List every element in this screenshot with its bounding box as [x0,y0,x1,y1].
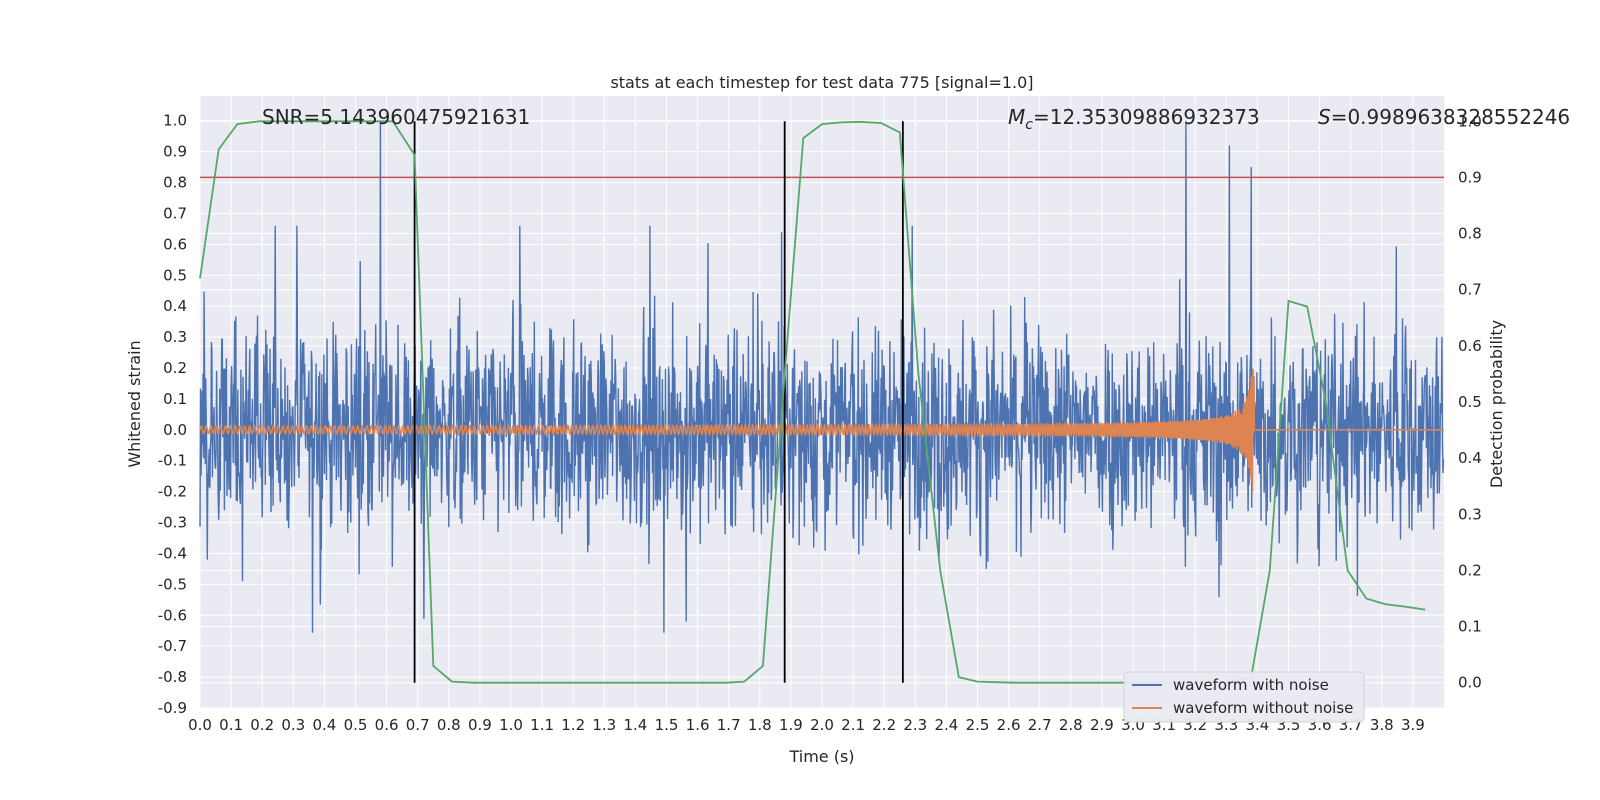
y-tick-label: -0.1 [158,452,187,470]
right-y-tick-label: 0.7 [1458,281,1482,299]
chirp-mass-subscript: c [1025,117,1033,133]
snr-annotation: SNR=5.143960475921631 [262,105,530,129]
vertical-markers [413,121,904,683]
x-tick-label: 3.8 [1370,716,1394,734]
right-y-tick-label: 0.0 [1458,674,1482,692]
x-tick-label: 0.4 [312,716,336,734]
right-y-tick-label: 0.6 [1458,337,1482,355]
x-tick-label: 3.9 [1401,716,1425,734]
legend-label-without-noise: waveform without noise [1173,699,1353,717]
chart-title: stats at each timestep for test data 775… [610,73,1033,92]
y-tick-label: 0.8 [163,174,187,192]
x-tick-label: 2.8 [1059,716,1083,734]
x-tick-label: 2.4 [934,716,958,734]
y-tick-label: 0.4 [163,297,187,315]
y-tick-label: 1.0 [163,112,187,130]
right-y-tick-label: 0.4 [1458,449,1482,467]
y-axis-label: Whitened strain [125,340,144,467]
chirp-mass-symbol: M [1008,105,1025,129]
right-y-tick-label: 0.2 [1458,561,1482,579]
y-tick-label: -0.7 [158,637,187,655]
x-tick-label: 1.8 [748,716,772,734]
right-y-axis-ticks: 0.0 0.1 0.2 0.3 0.4 0.5 0.6 0.7 0.8 0.9 1.0 [1458,112,1482,691]
x-tick-label: 0.2 [250,716,274,734]
right-y-axis-label: Detection probability [1487,320,1506,488]
x-tick-label: 1.4 [623,716,647,734]
y-tick-label: 0.5 [163,266,187,284]
y-tick-label: 0.7 [163,204,187,222]
y-tick-label: 0.9 [163,143,187,161]
right-y-tick-label: 0.9 [1458,168,1482,186]
right-y-tick-label: 0.3 [1458,505,1482,523]
x-tick-label: 0.0 [188,716,212,734]
y-tick-label: 0.3 [163,328,187,346]
x-axis-label: Time (s) [788,747,854,766]
x-tick-label: 0.5 [344,716,368,734]
x-tick-label: 0.9 [468,716,492,734]
x-tick-label: 1.3 [592,716,616,734]
x-tick-label: 1.9 [779,716,803,734]
right-y-tick-label: 0.1 [1458,618,1482,636]
x-tick-label: 1.5 [655,716,679,734]
waveform-without-noise-line [199,368,1444,493]
x-tick-label: 2.1 [841,716,865,734]
x-tick-label: 2.0 [810,716,834,734]
x-tick-label: 0.1 [219,716,243,734]
y-tick-label: -0.6 [158,606,187,624]
x-tick-label: 2.5 [966,716,990,734]
s-value: =0.9989638328552246 [1331,105,1570,129]
y-tick-label: -0.9 [158,699,187,717]
right-y-tick-label: 0.8 [1458,225,1482,243]
y-tick-label: 0.6 [163,235,187,253]
y-tick-label: -0.8 [158,668,187,686]
x-tick-label: 2.3 [903,716,927,734]
y-axis-ticks: -0.9 -0.8 -0.7 -0.6 -0.5 -0.4 -0.3 -0.2 -0.1 0.0 0… [158,112,187,717]
x-tick-label: 0.8 [437,716,461,734]
x-tick-label: 1.1 [530,716,554,734]
y-tick-label: 0.1 [163,390,187,408]
x-tick-label: 0.3 [281,716,305,734]
y-tick-label: -0.3 [158,514,187,532]
s-annotation: S=0.9989638328552246 [1318,105,1570,129]
chirp-mass-annotation: Mc=12.35309886932373 [1008,105,1260,133]
x-tick-label: 2.6 [997,716,1021,734]
x-tick-label: 2.7 [1028,716,1052,734]
x-tick-label: 1.6 [686,716,710,734]
x-tick-label: 1.7 [717,716,741,734]
x-tick-label: 0.6 [375,716,399,734]
y-tick-label: 0.0 [163,421,187,439]
x-tick-label: 2.9 [1090,716,1114,734]
y-tick-label: -0.4 [158,544,187,562]
grid [199,96,1444,709]
x-tick-label: 0.7 [406,716,430,734]
legend: waveform with noise waveform without noi… [1123,671,1365,723]
chirp-mass-value: =12.35309886932373 [1033,105,1260,129]
y-tick-label: -0.5 [158,575,187,593]
s-symbol: S [1318,105,1331,129]
y-tick-label: -0.2 [158,483,187,501]
right-y-tick-label: 1.0 [1458,112,1482,130]
y-tick-label: 0.2 [163,359,187,377]
right-y-tick-label: 0.5 [1458,393,1482,411]
x-tick-label: 2.2 [872,716,896,734]
legend-label-with-noise: waveform with noise [1173,676,1329,694]
clean-waveform-path [199,368,1444,493]
x-tick-label: 1.2 [561,716,585,734]
x-tick-label: 1.0 [499,716,523,734]
legend-box [1123,671,1365,723]
